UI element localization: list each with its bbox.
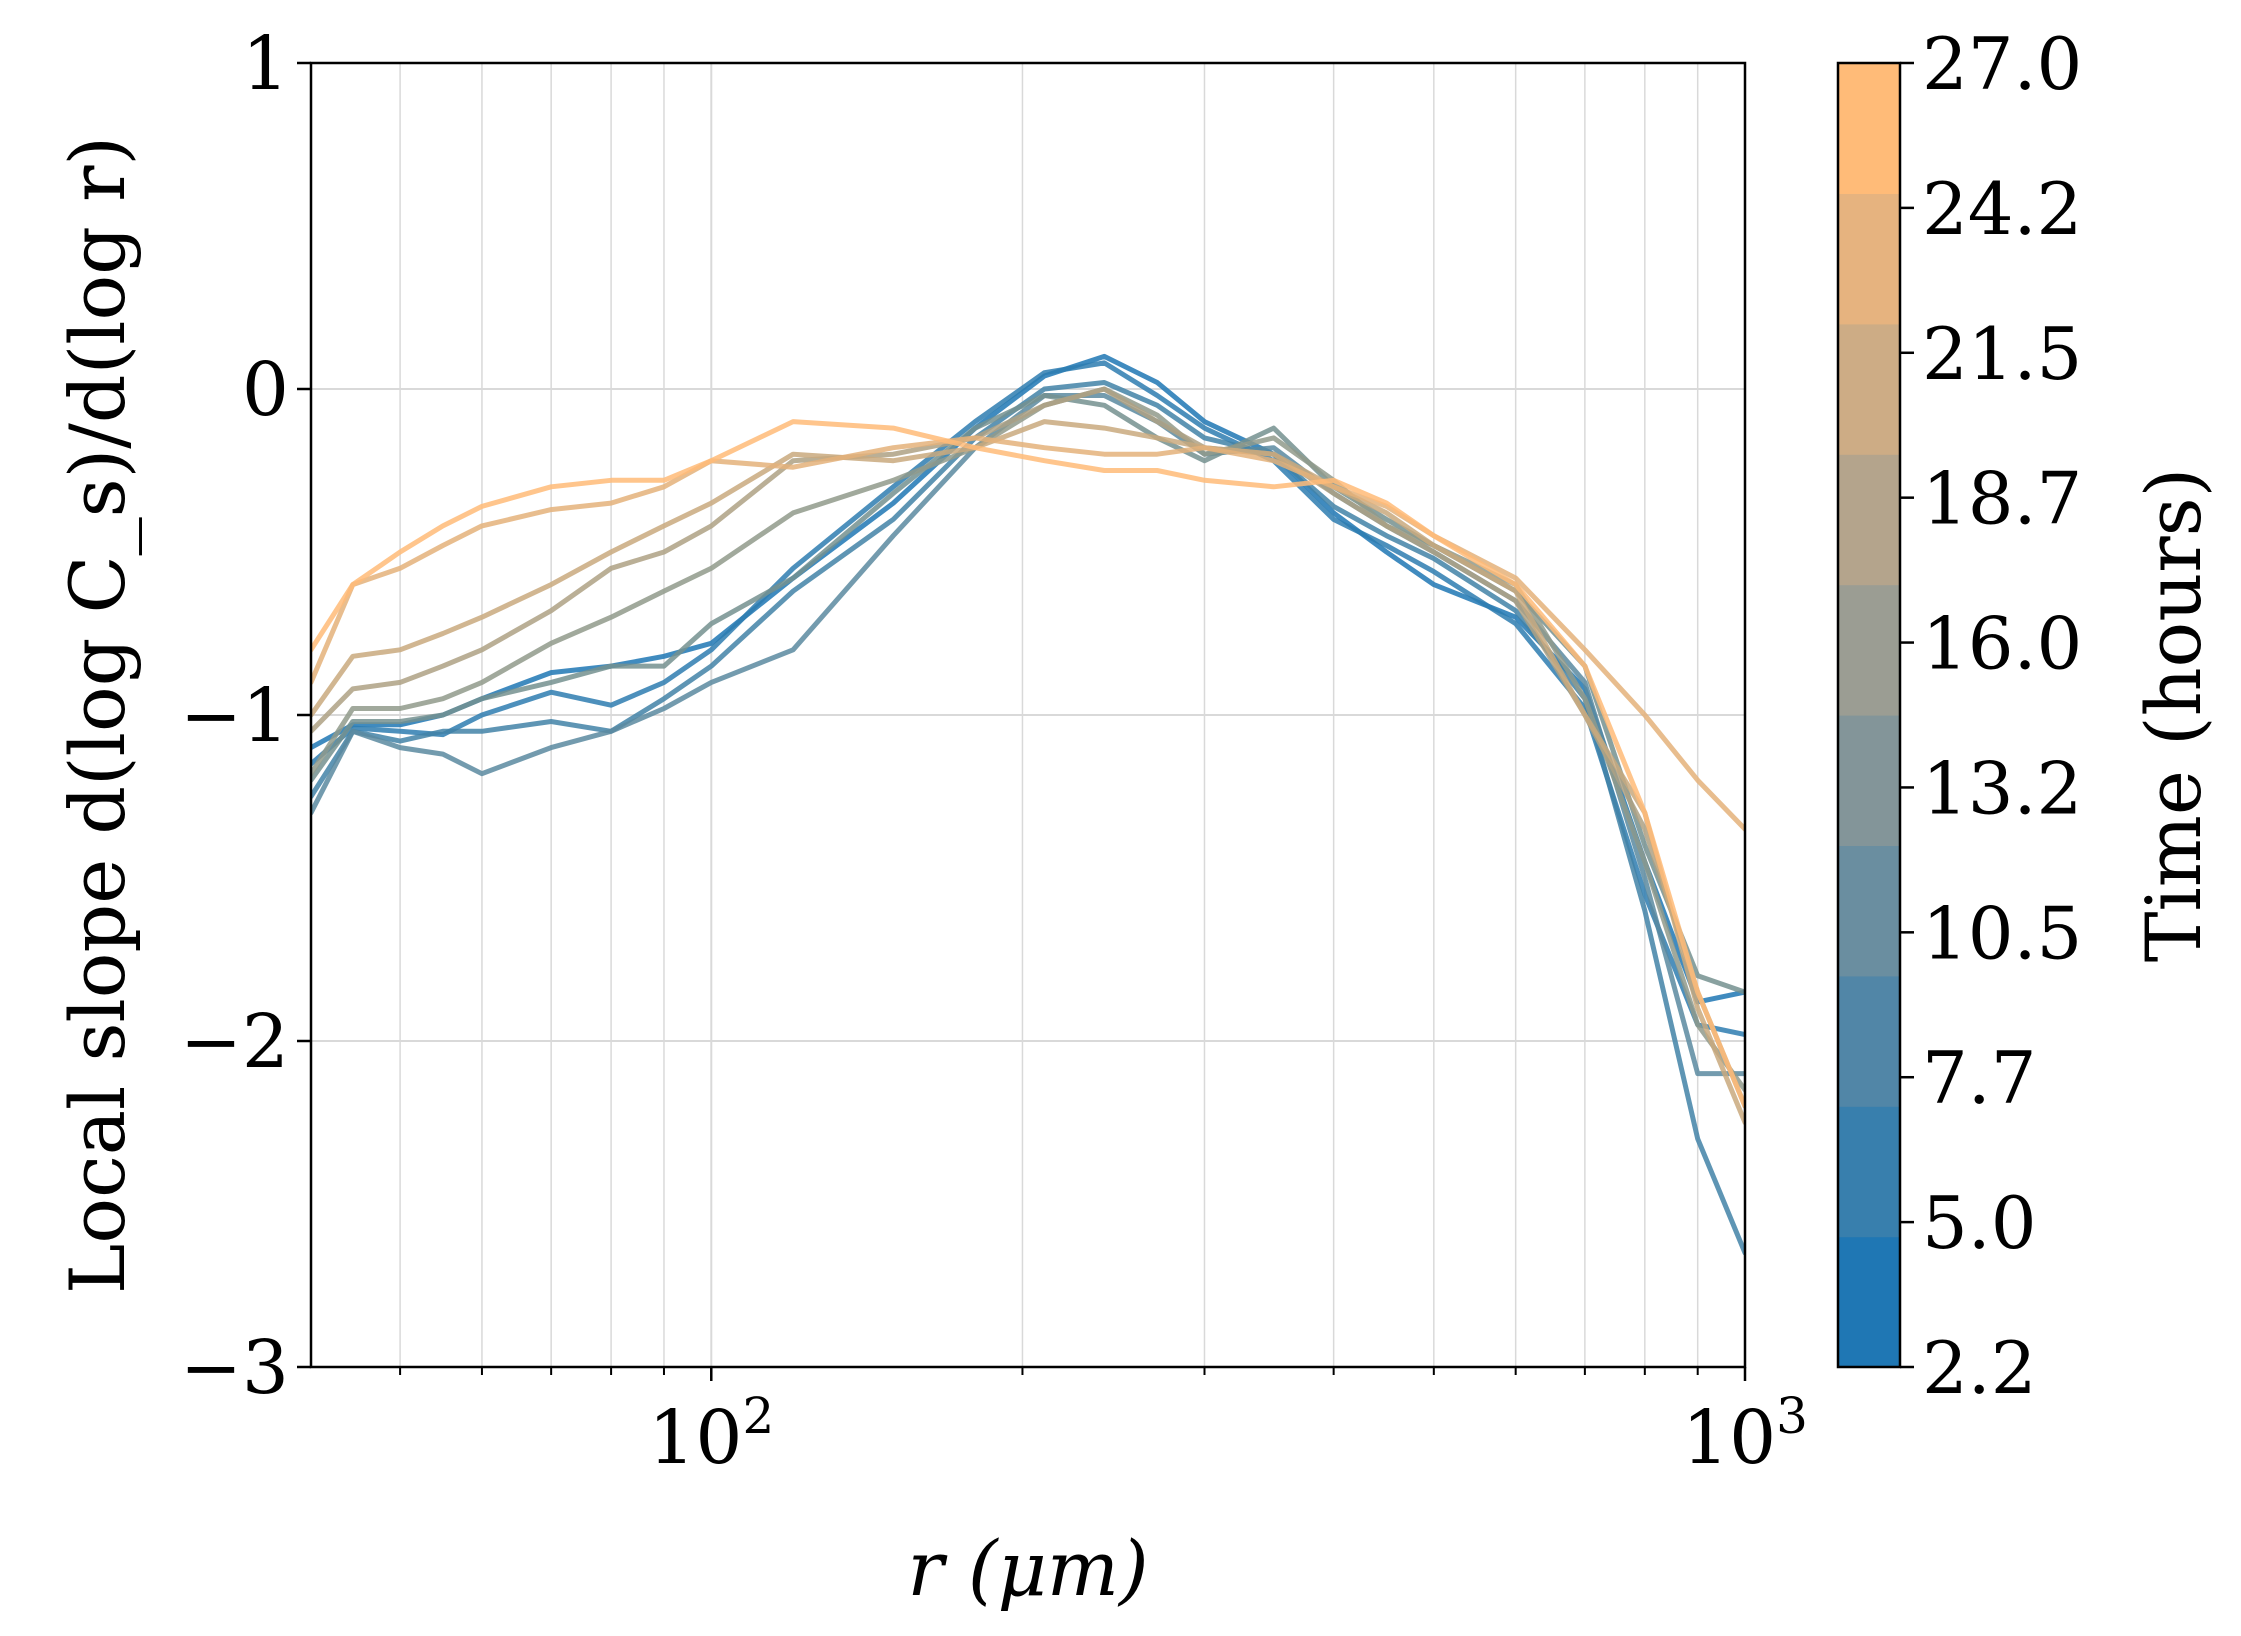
series-lines xyxy=(311,353,1745,1256)
x-axis-label: r (μm) xyxy=(907,1524,1148,1613)
colorbar-segment xyxy=(1838,584,1900,716)
y-tick-label: 1 xyxy=(242,21,289,107)
colorbar-segment xyxy=(1838,323,1900,455)
colorbar-label: Time (hours) xyxy=(2129,468,2218,962)
colorbar-segment xyxy=(1838,63,1900,194)
colorbar-tick-label: 18.7 xyxy=(1922,457,2082,541)
y-tick-label: −2 xyxy=(180,999,289,1085)
colorbar-tick-label: 13.2 xyxy=(1922,746,2082,830)
colorbar-segment xyxy=(1838,845,1900,977)
y-axis-label: Local slope d(log C_s)/d(log r) xyxy=(53,136,142,1294)
axis-ticks xyxy=(297,61,1747,1381)
series-line-18.7 xyxy=(311,386,1745,1109)
colorbar-segment xyxy=(1838,975,1900,1107)
colorbar-segment xyxy=(1838,715,1900,846)
y-tick-label: −3 xyxy=(180,1325,289,1411)
colorbar-frame xyxy=(1836,61,1902,1369)
series-line-27.0 xyxy=(311,419,1745,1109)
x-tick-label: 102 xyxy=(648,1387,774,1481)
series-line-24.2 xyxy=(311,435,1745,832)
colorbar-segment xyxy=(1838,193,1900,325)
colorbar-tick-label: 10.5 xyxy=(1922,891,2082,975)
colorbar-tick-label: 21.5 xyxy=(1922,312,2082,396)
colorbar-tick-label: 2.2 xyxy=(1922,1326,2037,1410)
colorbar-tick-label: 16.0 xyxy=(1922,602,2082,686)
colorbar-tick-label: 27.0 xyxy=(1922,22,2082,106)
colorbar-tick-label: 5.0 xyxy=(1922,1181,2037,1265)
colorbar: 27.0 24.2 21.5 18.7 16.0 13.2 10.5 7.7 5.0 2.2 xyxy=(1836,22,2082,1410)
colorbar-tick-label: 7.7 xyxy=(1922,1036,2037,1120)
colorbar-segment xyxy=(1838,454,1900,586)
series-line-7.7 xyxy=(311,380,1745,1256)
y-tick-label: 0 xyxy=(242,347,289,433)
colorbar-segment xyxy=(1838,1106,1900,1238)
colorbar-tick-label: 24.2 xyxy=(1922,167,2082,251)
x-tick-label: 103 xyxy=(1682,1387,1808,1481)
x-tick-labels: 102 103 xyxy=(648,1387,1808,1481)
series-line-5.0 xyxy=(311,360,1745,1037)
series-line-21.5 xyxy=(311,419,1745,1125)
y-tick-labels: 1 0 −1 −2 −3 xyxy=(180,21,289,1411)
colorbar-segment xyxy=(1838,1236,1900,1368)
y-tick-label: −1 xyxy=(180,673,289,759)
